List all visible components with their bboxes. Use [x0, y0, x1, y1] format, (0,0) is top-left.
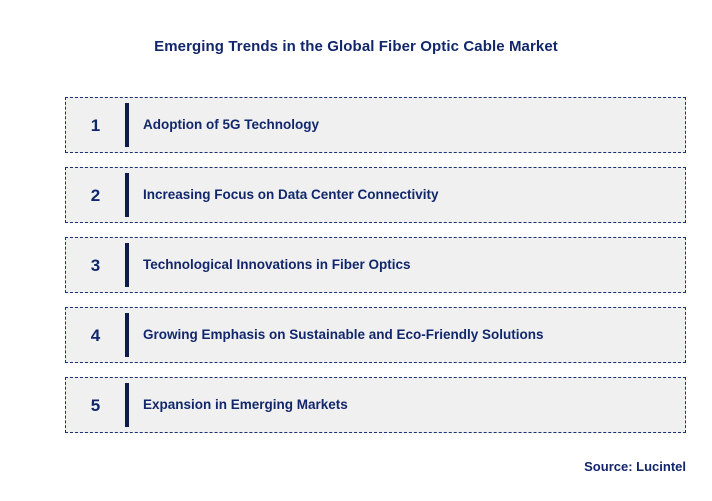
trend-label: Growing Emphasis on Sustainable and Eco-…: [143, 326, 544, 342]
trend-number: 5: [90, 395, 101, 415]
list-item[interactable]: 4 Growing Emphasis on Sustainable and Ec…: [65, 307, 686, 363]
trend-number: 1: [90, 115, 101, 135]
vertical-bar-divider: [125, 383, 129, 427]
vertical-bar-divider: [125, 173, 129, 217]
trend-list: 1 Adoption of 5G Technology 2 Increasing…: [65, 97, 686, 433]
list-item[interactable]: 3 Technological Innovations in Fiber Opt…: [65, 237, 686, 293]
page-title: Emerging Trends in the Global Fiber Opti…: [154, 38, 558, 55]
trend-number: 4: [90, 325, 101, 345]
vertical-bar-divider: [125, 243, 129, 287]
vertical-bar-divider: [125, 313, 129, 357]
trend-label: Expansion in Emerging Markets: [143, 396, 348, 412]
trend-number: 3: [90, 255, 101, 275]
trend-label: Technological Innovations in Fiber Optic…: [143, 256, 411, 272]
list-item[interactable]: 1 Adoption of 5G Technology: [65, 97, 686, 153]
source-note: Source: Lucintel: [584, 459, 686, 474]
vertical-bar-divider: [125, 103, 129, 147]
trend-label: Increasing Focus on Data Center Connecti…: [143, 186, 439, 202]
list-item[interactable]: 2 Increasing Focus on Data Center Connec…: [65, 167, 686, 223]
trend-label: Adoption of 5G Technology: [143, 116, 319, 132]
trend-number: 2: [90, 185, 101, 205]
list-item[interactable]: 5 Expansion in Emerging Markets: [65, 377, 686, 433]
